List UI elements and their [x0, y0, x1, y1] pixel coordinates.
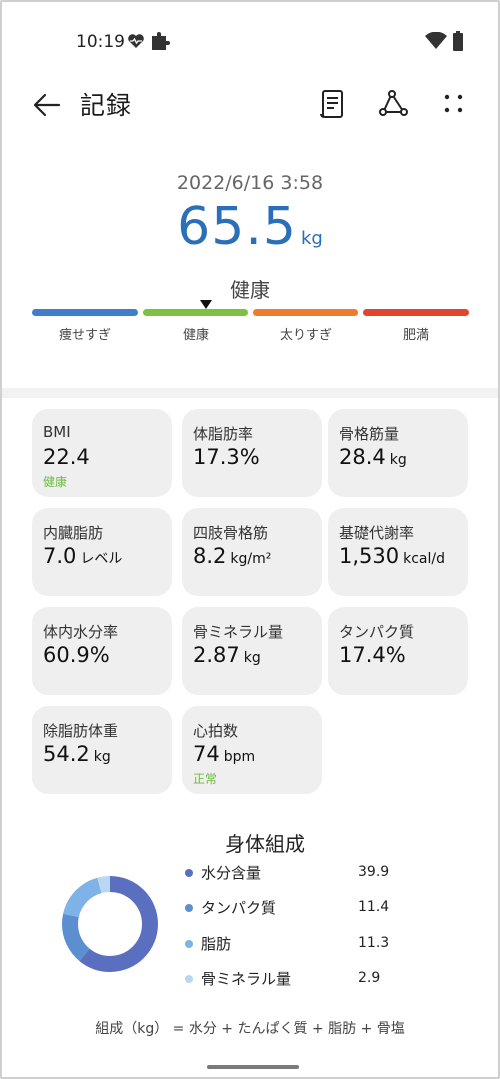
weight-scale-bar [32, 309, 472, 319]
legend-value: 39.9 [358, 864, 390, 880]
puzzle-icon [152, 32, 170, 50]
scale-label-overweight: 太りすぎ [279, 328, 332, 343]
heart-rate-icon [128, 34, 144, 48]
metric-label: 心拍数 [193, 722, 239, 740]
composition-formula: 組成（kg） = 水分 + たんぱく質 + 脂肪 + 骨塩 [95, 1021, 405, 1037]
composition-donut-chart [62, 876, 158, 972]
metric-card-body-fat[interactable]: 体脂肪率 17.3% [182, 409, 322, 497]
legend-value: 11.4 [358, 899, 390, 915]
status-bar: 10:19 [2, 2, 498, 72]
share-icon[interactable] [375, 86, 411, 122]
metric-card-heart-rate[interactable]: 心拍数 74 bpm 正常 [182, 706, 322, 794]
measurement-datetime: 2022/6/16 3:58 [176, 172, 324, 194]
metric-label: 除脂肪体重 [43, 722, 119, 740]
status-time: 10:19 [76, 32, 125, 52]
metric-label: 体脂肪率 [193, 425, 254, 443]
metric-value: 74 bpm [193, 742, 256, 766]
metric-value: 54.2 kg [43, 742, 111, 766]
metric-label: 四肢骨格筋 [193, 524, 269, 542]
metric-value: 17.4% [339, 643, 406, 667]
scale-segment-obese [363, 309, 469, 316]
metric-label: 骨ミネラル量 [193, 623, 284, 641]
metric-label: BMI [43, 423, 71, 441]
wifi-icon [425, 32, 447, 49]
weight-status: 健康 [230, 278, 270, 302]
metric-label: 体内水分率 [43, 623, 119, 641]
legend-label: 水分含量 [201, 864, 262, 882]
metric-label: 基礎代謝率 [339, 524, 415, 542]
metric-label: 内臓脂肪 [43, 524, 104, 542]
legend-dot [185, 975, 193, 983]
scale-segment-overweight [253, 309, 358, 316]
metric-card-lean-mass[interactable]: 除脂肪体重 54.2 kg [32, 706, 172, 794]
metric-card-body-water[interactable]: 体内水分率 60.9% [32, 607, 172, 695]
back-arrow-icon[interactable] [32, 90, 62, 120]
legend-dot [185, 869, 193, 877]
weight-display: 65.5 kg [2, 197, 498, 257]
battery-icon [453, 31, 463, 51]
metric-value: 7.0 レベル [43, 544, 123, 568]
legend-dot [185, 940, 193, 948]
composition-title: 身体組成 [225, 832, 305, 856]
metric-label: 骨格筋量 [339, 425, 400, 443]
metric-value: 22.4 [43, 445, 90, 469]
metric-label: タンパク質 [339, 623, 415, 641]
donut-slice-3 [62, 876, 158, 972]
home-indicator[interactable] [207, 1065, 299, 1069]
app-bar: 記録 [2, 80, 498, 130]
scale-label-underweight: 痩せすぎ [58, 328, 111, 343]
legend-label: タンパク質 [201, 899, 277, 917]
scale-segment-healthy [143, 309, 248, 316]
legend-value: 11.3 [358, 935, 390, 951]
report-icon[interactable] [314, 86, 350, 122]
donut-slice-1 [62, 876, 158, 972]
section-divider [2, 388, 498, 398]
more-options-icon[interactable] [436, 86, 472, 122]
weight-unit: kg [300, 228, 323, 249]
metric-card-bmi[interactable]: BMI 22.4 健康 [32, 409, 172, 497]
weight-value: 65.5 [177, 197, 297, 257]
scale-label-obese: 肥満 [402, 328, 429, 343]
legend-value: 2.9 [358, 970, 381, 986]
legend-label: 脂肪 [201, 935, 232, 953]
metric-value: 2.87 kg [193, 643, 261, 667]
metric-value: 8.2 kg/m² [193, 544, 272, 568]
metric-value: 60.9% [43, 643, 110, 667]
metric-card-bone-mineral[interactable]: 骨ミネラル量 2.87 kg [182, 607, 322, 695]
legend-label: 骨ミネラル量 [201, 970, 292, 988]
metric-card-skeletal-muscle[interactable]: 骨格筋量 28.4 kg [328, 409, 468, 497]
metric-status: 健康 [43, 475, 68, 489]
metric-status: 正常 [193, 772, 218, 786]
page-title: 記録 [80, 91, 133, 120]
scale-marker-icon [200, 300, 212, 309]
scale-segment-underweight [32, 309, 138, 316]
metric-card-limb-muscle[interactable]: 四肢骨格筋 8.2 kg/m² [182, 508, 322, 596]
scale-label-healthy: 健康 [182, 328, 209, 343]
legend-dot [185, 904, 193, 912]
metric-card-bmr[interactable]: 基礎代謝率 1,530 kcal/d [328, 508, 468, 596]
metric-value: 28.4 kg [339, 445, 407, 469]
metric-card-protein[interactable]: タンパク質 17.4% [328, 607, 468, 695]
metric-value: 17.3% [193, 445, 260, 469]
metric-value: 1,530 kcal/d [339, 544, 446, 568]
metric-card-visceral-fat[interactable]: 内臓脂肪 7.0 レベル [32, 508, 172, 596]
